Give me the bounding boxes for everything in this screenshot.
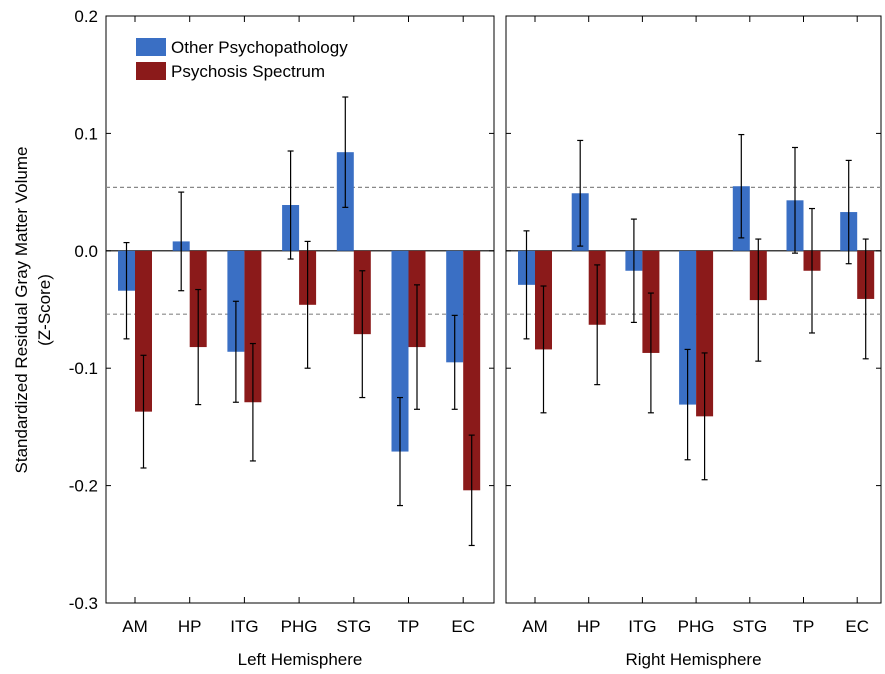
legend-swatch-other: [136, 38, 166, 56]
y-axis-title: Standardized Residual Gray Matter Volume: [12, 147, 31, 474]
y-tick-label: -0.1: [69, 359, 98, 378]
right-x-tick-label: ITG: [628, 617, 656, 636]
y-tick-label: 0.2: [74, 7, 98, 26]
left-bar-other: [391, 250, 409, 452]
right-x-tick-label: STG: [732, 617, 767, 636]
right-x-tick-label: TP: [793, 617, 815, 636]
left-x-tick-label: AM: [122, 617, 148, 636]
right-bar-other: [679, 250, 697, 405]
left-x-axis-title: Left Hemisphere: [238, 650, 363, 669]
left-x-tick-label: STG: [336, 617, 371, 636]
y-tick-label: -0.3: [69, 594, 98, 613]
y-axis-subtitle: (Z-Score): [35, 274, 54, 346]
legend-label-psychosis: Psychosis Spectrum: [171, 62, 325, 81]
right-x-tick-label: AM: [522, 617, 548, 636]
right-x-tick-label: PHG: [678, 617, 715, 636]
y-tick-label: 0.1: [74, 124, 98, 143]
left-bar-psychosis: [135, 250, 152, 412]
legend-swatch-psychosis: [136, 62, 166, 80]
left-bar-other: [446, 250, 464, 363]
left-plot-frame: [105, 15, 495, 604]
left-bar-psychosis: [244, 250, 262, 403]
left-x-tick-label: TP: [398, 617, 420, 636]
left-bar-psychosis: [463, 250, 481, 491]
right-x-tick-label: EC: [845, 617, 869, 636]
right-x-tick-label: HP: [577, 617, 601, 636]
right-x-axis-title: Right Hemisphere: [625, 650, 761, 669]
left-x-tick-label: ITG: [230, 617, 258, 636]
right-bar-psychosis: [696, 250, 714, 417]
legend-label-other: Other Psychopathology: [171, 38, 348, 57]
left-x-tick-label: PHG: [281, 617, 318, 636]
left-x-tick-label: HP: [178, 617, 202, 636]
left-x-tick-label: EC: [451, 617, 475, 636]
right-plot-frame: [505, 15, 882, 604]
y-tick-label: -0.2: [69, 477, 98, 496]
y-tick-label: 0.0: [74, 242, 98, 261]
